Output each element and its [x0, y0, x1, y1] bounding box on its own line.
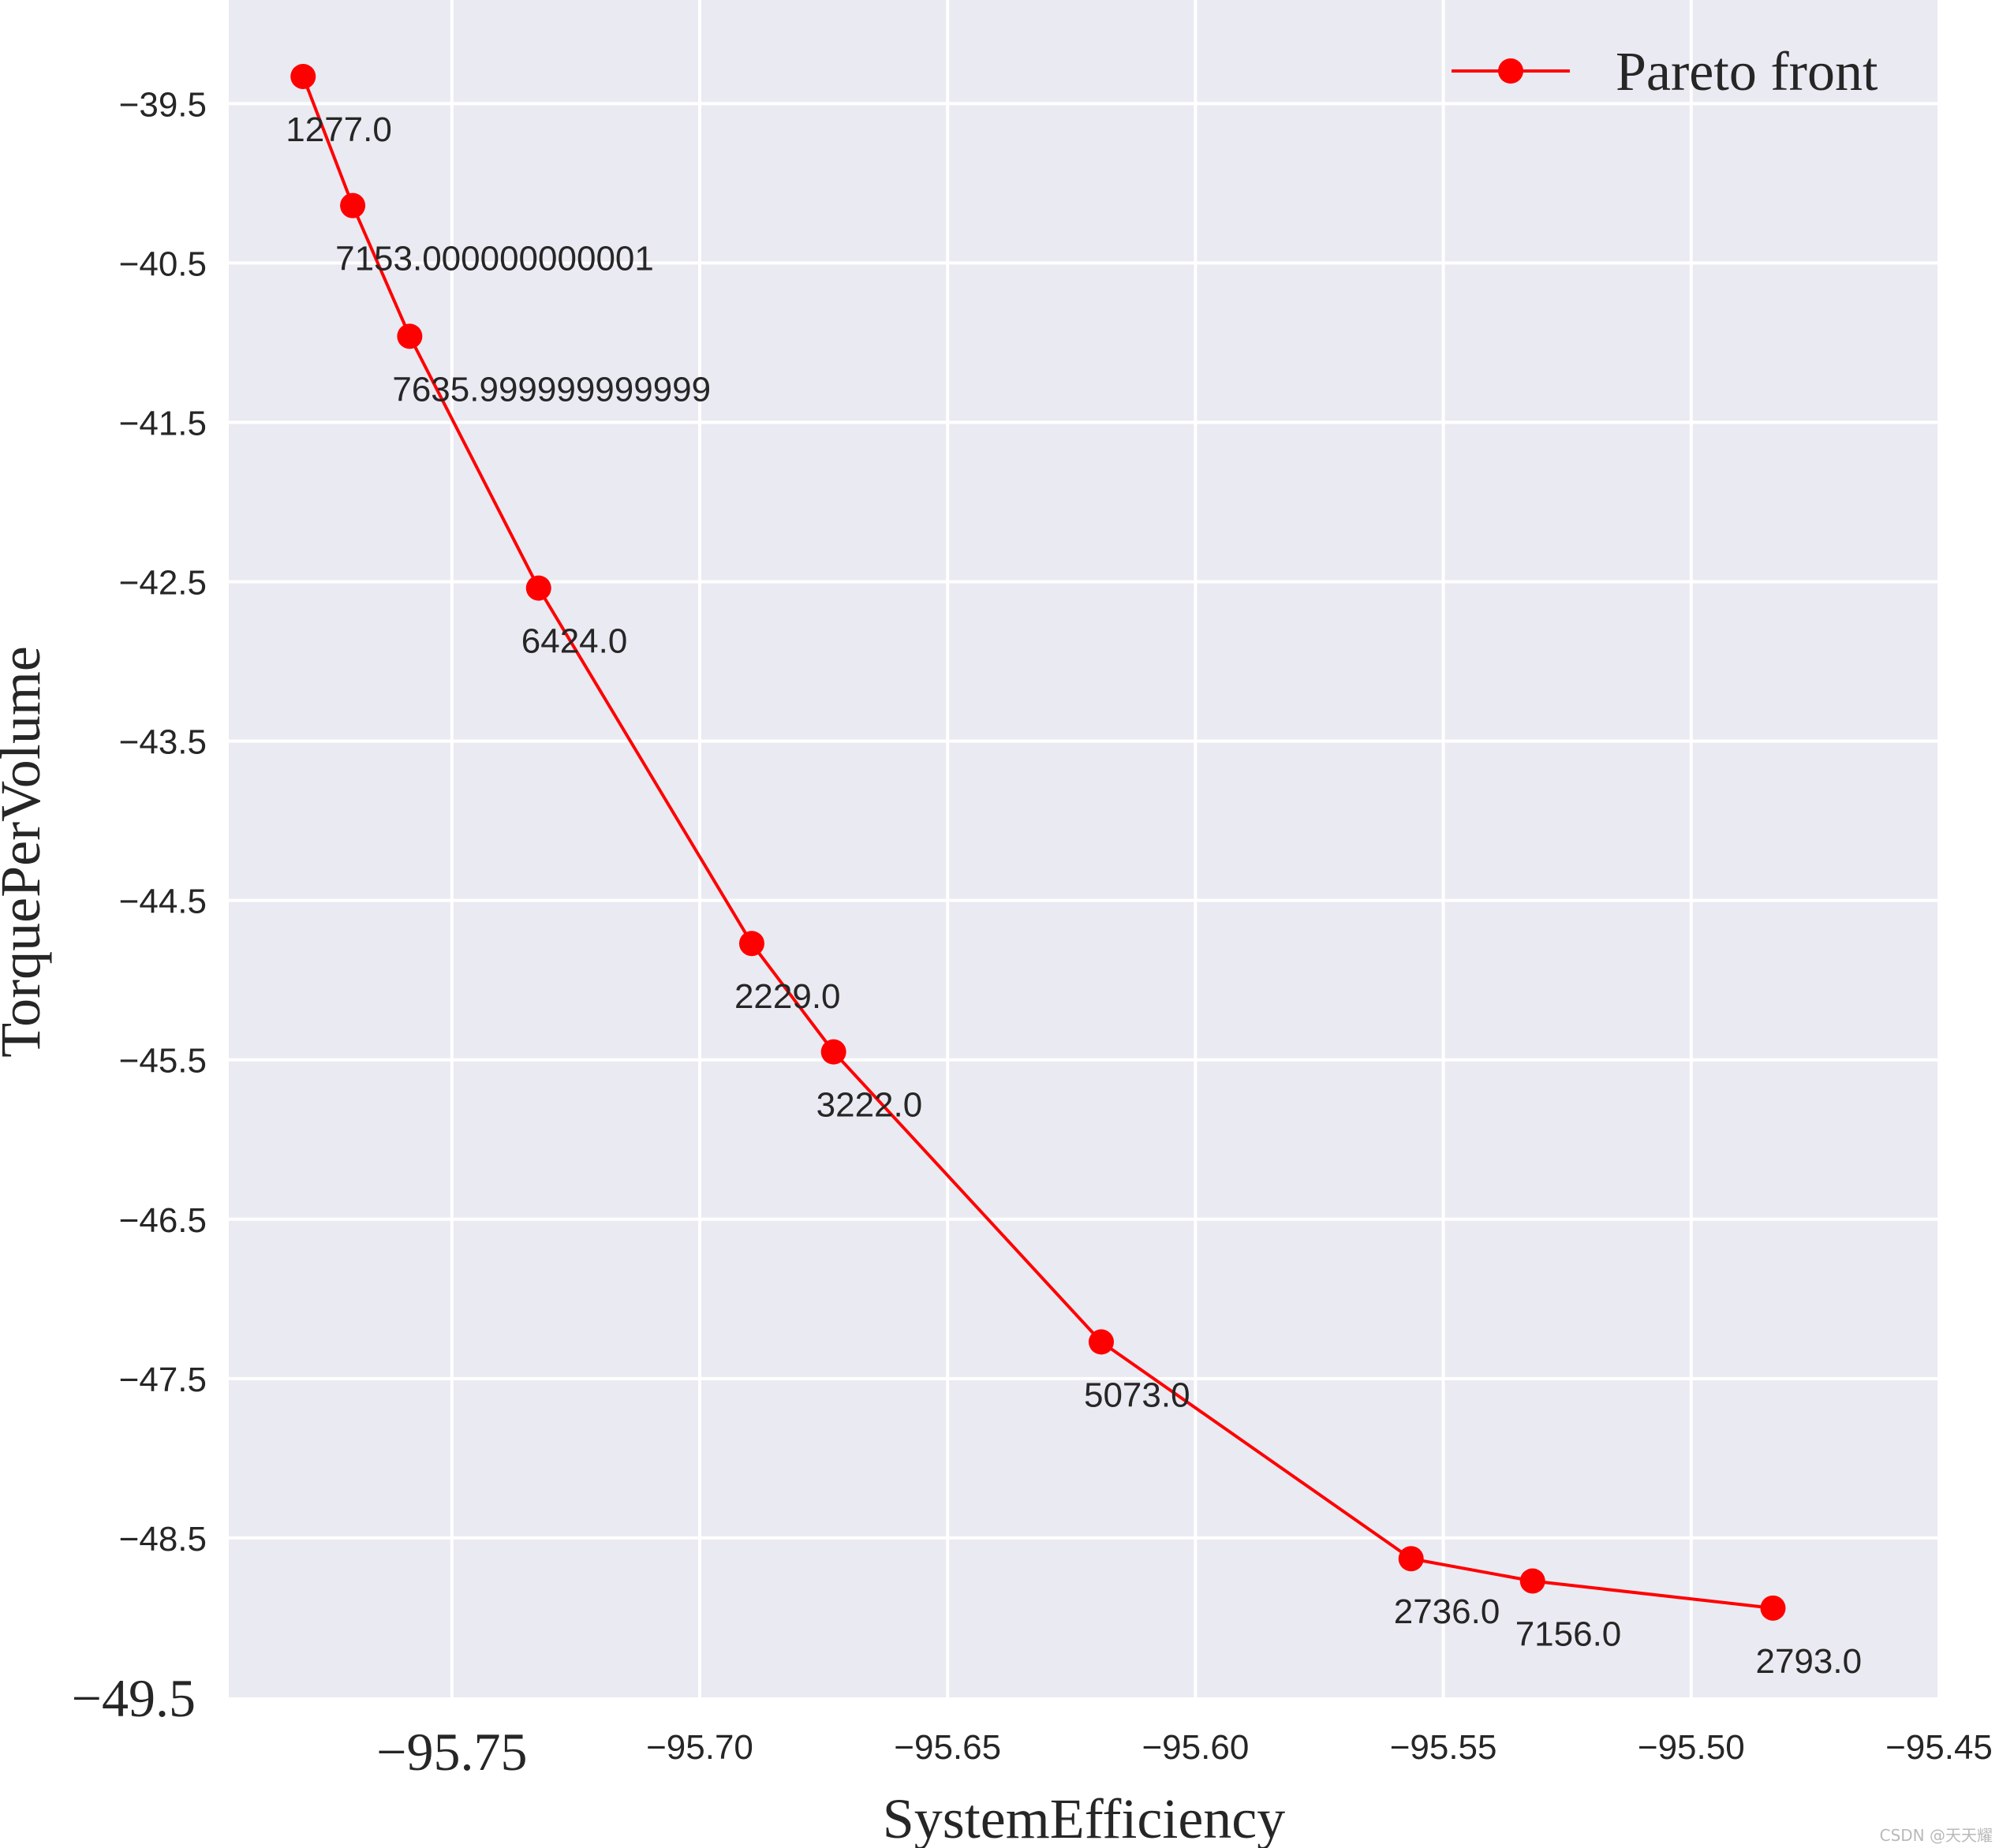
data-point — [290, 63, 316, 89]
data-label: 7156.0 — [1515, 1615, 1622, 1653]
data-point — [738, 931, 764, 957]
y-tick-label: −39.5 — [119, 85, 207, 124]
y-tick-label: −43.5 — [119, 723, 207, 762]
data-label: 2736.0 — [1394, 1592, 1500, 1631]
data-point — [820, 1039, 846, 1065]
watermark: CSDN @天天耀 — [1880, 1826, 1993, 1845]
data-label: 3222.0 — [816, 1086, 923, 1125]
y-tick-label: −42.5 — [119, 564, 207, 603]
x-tick-label: −95.60 — [1141, 1728, 1249, 1767]
data-point — [525, 575, 551, 601]
x-tick-label: −95.65 — [894, 1728, 1001, 1767]
y-axis-title: TorquePerVolume — [0, 646, 52, 1058]
data-label: 7153.000000000001 — [335, 240, 654, 278]
y-tick-label: −46.5 — [119, 1201, 207, 1240]
legend-entry-pareto-front: Pareto front — [1616, 42, 1878, 103]
data-point — [1398, 1546, 1424, 1572]
x-axis-title: SystemEfficiency — [883, 1787, 1286, 1848]
data-point — [397, 323, 423, 349]
data-point — [1519, 1568, 1545, 1594]
y-tick-label: −40.5 — [119, 245, 207, 283]
series-line — [301, 76, 1773, 1610]
y-tick-label: −45.5 — [119, 1042, 207, 1081]
y-tick-labels: −39.5 −40.5 −41.5 −42.5 −43.5 −44.5 −45.5 −46.5… — [72, 85, 207, 1728]
gridlines — [229, 0, 1941, 1697]
x-tick-label: −95.50 — [1638, 1728, 1745, 1767]
data-point — [340, 192, 366, 218]
data-point — [1760, 1595, 1786, 1621]
x-tick-labels: −95.75 −95.70 −95.65 −95.60 −95.55 −95.50 −95.… — [376, 1722, 1993, 1782]
data-label: 6424.0 — [521, 622, 628, 661]
data-label: 5073.0 — [1084, 1376, 1190, 1414]
y-tick-label: −49.5 — [72, 1668, 196, 1728]
series-group: 1277.0 7153.000000000001 7635.999999999999… — [286, 63, 1862, 1681]
legend: Pareto front — [1452, 42, 1878, 103]
x-tick-label: −95.45 — [1885, 1728, 1993, 1767]
data-label: 7635.999999999999 — [392, 370, 711, 409]
x-tick-label: −95.75 — [376, 1722, 527, 1782]
y-tick-label: −41.5 — [119, 404, 207, 442]
data-point — [1088, 1329, 1114, 1355]
data-label: 1277.0 — [286, 110, 392, 149]
x-tick-label: −95.55 — [1390, 1728, 1497, 1767]
y-tick-label: −47.5 — [119, 1361, 207, 1399]
plot-area — [229, 0, 1939, 1697]
y-tick-label: −48.5 — [119, 1520, 207, 1559]
legend-marker-swatch — [1498, 58, 1523, 84]
x-tick-label: −95.70 — [646, 1728, 753, 1767]
y-tick-label: −44.5 — [119, 883, 207, 921]
data-label: 2229.0 — [734, 977, 841, 1016]
data-label: 2793.0 — [1755, 1642, 1862, 1681]
